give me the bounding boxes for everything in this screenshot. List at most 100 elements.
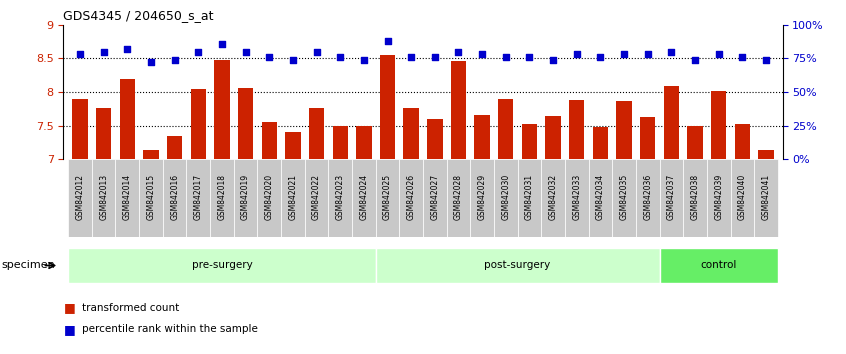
Point — [168, 57, 181, 63]
FancyBboxPatch shape — [589, 159, 613, 237]
Bar — [475, 115, 490, 159]
FancyBboxPatch shape — [162, 159, 186, 237]
Point — [120, 46, 134, 52]
FancyBboxPatch shape — [541, 159, 565, 237]
FancyBboxPatch shape — [139, 159, 162, 237]
FancyBboxPatch shape — [636, 159, 660, 237]
Text: GSM842027: GSM842027 — [431, 173, 439, 220]
Text: GSM842025: GSM842025 — [383, 173, 392, 220]
Text: GSM842039: GSM842039 — [714, 173, 723, 220]
Bar — [238, 88, 253, 159]
Bar — [143, 150, 159, 159]
Text: GSM842029: GSM842029 — [478, 173, 486, 220]
FancyBboxPatch shape — [754, 159, 777, 237]
FancyBboxPatch shape — [92, 159, 116, 237]
Text: GSM842028: GSM842028 — [454, 174, 463, 220]
Text: percentile rank within the sample: percentile rank within the sample — [82, 324, 258, 334]
Point — [310, 49, 323, 55]
Bar — [380, 55, 395, 159]
Point — [523, 54, 536, 60]
FancyBboxPatch shape — [470, 159, 494, 237]
Text: transformed count: transformed count — [82, 303, 179, 313]
Text: GSM842040: GSM842040 — [738, 173, 747, 220]
Text: GSM842026: GSM842026 — [407, 173, 415, 220]
Point — [594, 54, 607, 60]
FancyBboxPatch shape — [565, 159, 589, 237]
Text: GSM842032: GSM842032 — [548, 173, 558, 220]
Point — [641, 52, 655, 57]
FancyBboxPatch shape — [376, 248, 660, 283]
Point — [215, 41, 228, 46]
Bar — [758, 150, 774, 159]
Point — [499, 54, 513, 60]
Text: GSM842013: GSM842013 — [99, 173, 108, 220]
Point — [547, 57, 560, 63]
Text: GSM842038: GSM842038 — [690, 173, 700, 220]
Point — [759, 57, 772, 63]
Text: GSM842033: GSM842033 — [572, 173, 581, 220]
Bar — [119, 79, 135, 159]
FancyBboxPatch shape — [684, 159, 707, 237]
Text: post-surgery: post-surgery — [485, 261, 551, 270]
Text: GSM842020: GSM842020 — [265, 173, 274, 220]
Bar — [356, 126, 371, 159]
Bar — [96, 108, 112, 159]
Bar — [498, 99, 514, 159]
Text: GSM842037: GSM842037 — [667, 173, 676, 220]
Text: GSM842022: GSM842022 — [312, 174, 321, 220]
Point — [333, 54, 347, 60]
Point — [286, 57, 299, 63]
FancyBboxPatch shape — [352, 159, 376, 237]
Bar — [569, 100, 585, 159]
Text: pre-surgery: pre-surgery — [191, 261, 252, 270]
Point — [97, 49, 111, 55]
Text: specimen: specimen — [2, 261, 56, 270]
Text: GSM842030: GSM842030 — [502, 173, 510, 220]
Text: GSM842034: GSM842034 — [596, 173, 605, 220]
Text: GSM842023: GSM842023 — [336, 173, 344, 220]
FancyBboxPatch shape — [257, 159, 281, 237]
Bar — [640, 117, 656, 159]
Bar — [190, 89, 206, 159]
Text: GSM842012: GSM842012 — [75, 174, 85, 220]
Text: GSM842018: GSM842018 — [217, 174, 227, 220]
Text: GSM842019: GSM842019 — [241, 173, 250, 220]
Bar — [261, 122, 277, 159]
Point — [428, 54, 442, 60]
Point — [452, 49, 465, 55]
Text: GSM842035: GSM842035 — [619, 173, 629, 220]
Bar — [546, 115, 561, 159]
Bar — [663, 86, 679, 159]
FancyBboxPatch shape — [69, 159, 92, 237]
Text: ■: ■ — [63, 302, 75, 314]
Text: GSM842041: GSM842041 — [761, 173, 771, 220]
Text: GSM842016: GSM842016 — [170, 173, 179, 220]
Text: GSM842021: GSM842021 — [288, 174, 298, 220]
Bar — [451, 61, 466, 159]
Bar — [522, 124, 537, 159]
Point — [357, 57, 371, 63]
Point — [262, 54, 276, 60]
Bar — [404, 108, 419, 159]
FancyBboxPatch shape — [69, 248, 376, 283]
Bar — [734, 124, 750, 159]
Point — [618, 52, 631, 57]
Point — [735, 54, 749, 60]
Point — [191, 49, 205, 55]
FancyBboxPatch shape — [399, 159, 423, 237]
Bar — [72, 99, 88, 159]
FancyBboxPatch shape — [376, 159, 399, 237]
Bar — [214, 60, 229, 159]
Text: GSM842024: GSM842024 — [360, 173, 368, 220]
FancyBboxPatch shape — [660, 248, 777, 283]
Point — [712, 52, 726, 57]
Point — [689, 57, 702, 63]
Text: GSM842014: GSM842014 — [123, 173, 132, 220]
Bar — [309, 108, 324, 159]
FancyBboxPatch shape — [305, 159, 328, 237]
FancyBboxPatch shape — [116, 159, 139, 237]
Point — [404, 54, 418, 60]
FancyBboxPatch shape — [423, 159, 447, 237]
FancyBboxPatch shape — [281, 159, 305, 237]
Point — [239, 49, 252, 55]
